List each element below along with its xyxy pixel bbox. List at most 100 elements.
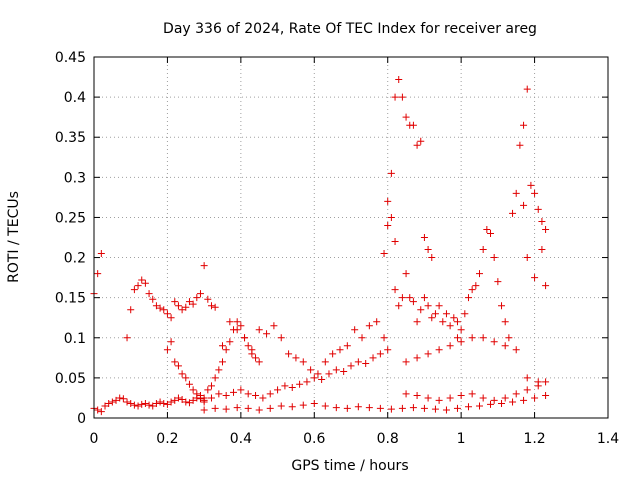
data-point (402, 113, 410, 121)
data-point (207, 394, 215, 402)
data-point (193, 294, 201, 302)
data-point (472, 282, 480, 290)
series-descending-mid-arc (163, 318, 263, 402)
grid (94, 57, 608, 418)
y-tick-label: 0.1 (64, 331, 86, 347)
data-point (384, 346, 392, 354)
data-point (479, 394, 487, 402)
data-point (299, 358, 307, 366)
data-point (490, 254, 498, 262)
data-point (178, 370, 186, 378)
data-point (174, 302, 182, 310)
series-end-spike (509, 85, 550, 290)
data-point (431, 310, 439, 318)
data-point (200, 398, 208, 406)
data-point (402, 390, 410, 398)
data-point (207, 302, 215, 310)
data-point (310, 400, 318, 408)
data-point (270, 322, 278, 330)
data-point (252, 392, 260, 400)
data-point (314, 370, 322, 378)
data-point (453, 318, 461, 326)
y-tick-label: 0.05 (55, 371, 86, 387)
data-point (141, 400, 149, 408)
series-late-low-band (402, 378, 550, 404)
data-point (288, 403, 296, 411)
data-point (531, 189, 539, 197)
data-point (255, 406, 263, 414)
data-point (318, 375, 326, 383)
data-point (101, 402, 109, 410)
y-tick-label: 0.45 (55, 50, 86, 66)
data-point (409, 404, 417, 412)
x-tick-label: 0 (90, 431, 99, 447)
data-point (501, 342, 509, 350)
data-point (285, 350, 293, 358)
data-point (219, 342, 226, 350)
data-point (435, 346, 443, 354)
data-point (163, 310, 171, 318)
data-point (219, 358, 226, 366)
data-point (354, 403, 362, 411)
data-point (343, 342, 351, 350)
data-point (417, 306, 425, 314)
data-point (152, 302, 160, 310)
data-point (464, 403, 472, 411)
data-point (479, 334, 487, 342)
data-point (362, 359, 370, 367)
data-point (468, 390, 476, 398)
data-point (182, 398, 190, 406)
data-point (420, 234, 428, 241)
data-point (116, 394, 124, 402)
data-point (160, 400, 168, 408)
data-point (189, 386, 197, 394)
data-point (167, 398, 175, 406)
data-point (534, 205, 542, 213)
data-point (252, 354, 260, 362)
data-point (244, 404, 252, 412)
data-point (442, 310, 450, 318)
data-point (523, 254, 531, 262)
data-point (505, 334, 513, 342)
data-point (483, 225, 491, 233)
data-point (299, 401, 307, 409)
data-point (501, 318, 509, 326)
data-point (413, 392, 421, 400)
data-point (490, 338, 498, 346)
data-point (163, 400, 171, 408)
data-point (453, 334, 461, 342)
data-point (222, 392, 230, 400)
x-tick-label: 1 (457, 431, 466, 447)
data-point (523, 374, 531, 382)
data-point (156, 398, 164, 406)
data-point (182, 374, 190, 382)
data-point (226, 338, 234, 346)
data-point (487, 229, 495, 237)
series-mid-low-band (200, 346, 392, 406)
x-tick-label: 0.2 (156, 431, 178, 447)
x-axis-label: GPS time / hours (291, 458, 408, 474)
data-point (207, 382, 215, 390)
data-point (398, 404, 406, 412)
data-point (512, 390, 520, 398)
data-point (274, 386, 282, 394)
data-point (167, 338, 175, 346)
data-point (196, 290, 204, 298)
data-point (439, 318, 447, 326)
data-point (296, 380, 304, 388)
chart-title: Day 336 of 2024, Rate Of TEC Index for r… (163, 21, 537, 37)
data-point (281, 382, 289, 390)
y-tick-label: 0.4 (64, 90, 86, 106)
data-point (182, 303, 190, 311)
data-point (215, 366, 223, 374)
data-point (204, 386, 212, 394)
data-point (523, 386, 531, 394)
data-point (542, 392, 550, 400)
data-point (402, 358, 410, 366)
data-point (171, 396, 179, 404)
data-point (149, 295, 157, 303)
data-point (384, 221, 392, 229)
y-axis-label: ROTI / TECUs (6, 191, 22, 283)
data-point (233, 404, 241, 412)
